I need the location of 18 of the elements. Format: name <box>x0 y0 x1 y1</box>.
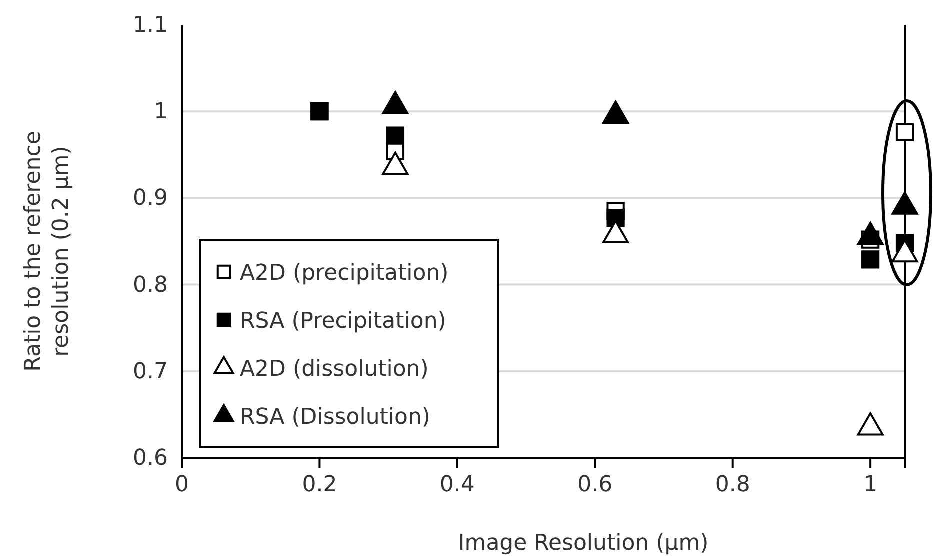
y-tick-label: 0.9 <box>133 186 168 212</box>
legend-label: A2D (dissolution) <box>240 357 429 382</box>
y-tick-label: 1.1 <box>133 13 168 38</box>
x-tick-label: 0.4 <box>440 472 475 498</box>
y-tick-label: 0.6 <box>133 446 168 472</box>
x-tick-label: 0.6 <box>578 472 613 498</box>
y-tick-label: 0.8 <box>133 272 168 298</box>
legend-label: RSA (Dissolution) <box>240 405 431 430</box>
y-tick-label: 1 <box>154 100 168 125</box>
x-tick-label: 0.8 <box>715 472 750 498</box>
legend-label: A2D (precipitation) <box>240 261 449 286</box>
x-tick-label: 0 <box>175 472 189 498</box>
x-tick-label: 1 <box>864 472 878 498</box>
x-axis-title: Image Resolution (µm) <box>458 531 709 556</box>
x-tick-label: 0.2 <box>302 472 338 498</box>
y-tick-label: 0.7 <box>133 359 168 384</box>
legend-label: RSA (Precipitation) <box>240 309 446 334</box>
y-axis-title: Ratio to the reference resolution (0.2 µm) <box>21 131 74 372</box>
